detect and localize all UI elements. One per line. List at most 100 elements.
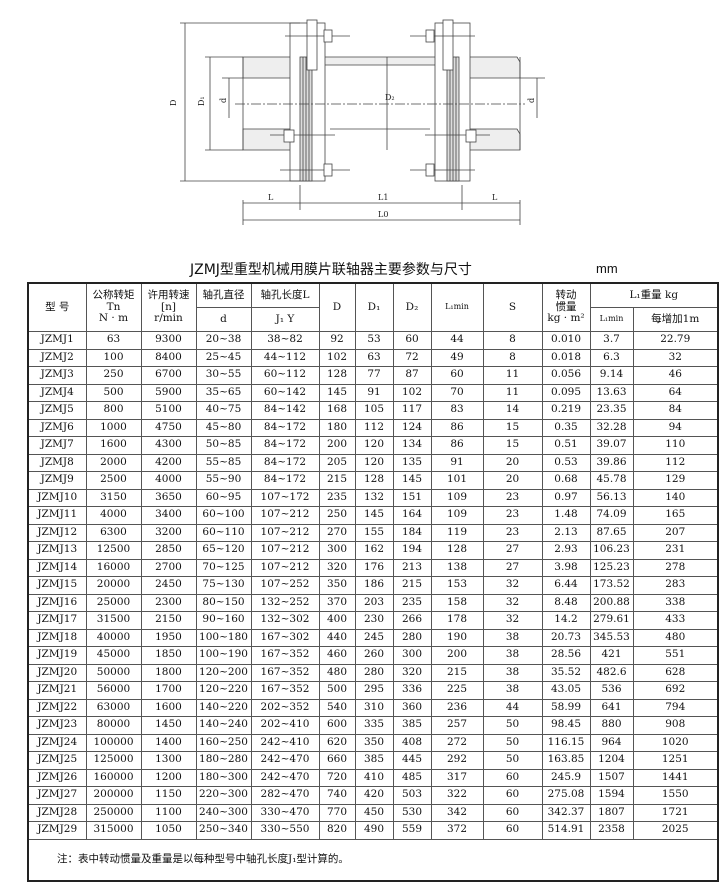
table-cell: 44 xyxy=(430,331,484,350)
table-cell: 176 xyxy=(354,558,394,577)
table-cell: 300 xyxy=(392,646,432,665)
table-cell: 1050 xyxy=(140,821,197,840)
table-cell: 173.52 xyxy=(589,576,634,595)
table-cell: 60 xyxy=(482,786,543,805)
table-cell: 5900 xyxy=(140,383,197,402)
table-cell: 4300 xyxy=(140,436,197,455)
table-cell: 3200 xyxy=(140,523,197,542)
table-cell: 80~150 xyxy=(195,593,252,612)
table-cell: 202~352 xyxy=(250,698,320,717)
table-cell: 1807 xyxy=(589,803,634,822)
table-cell: 72 xyxy=(392,348,432,367)
table-cell: 317 xyxy=(430,768,484,787)
table-cell: JZMJ23 xyxy=(27,716,87,735)
label-d-left: d xyxy=(219,98,228,103)
table-cell: 167~352 xyxy=(250,646,320,665)
table-cell: 270 xyxy=(318,523,356,542)
table-row: JZMJ8 2000 4200 55~85 84~172 205 120 135 91 20 0.5… xyxy=(27,453,719,472)
table-cell: 250000 xyxy=(85,803,142,822)
table-row: JZMJ14 16000 2700 70~125 107~212 320 176 213 138… xyxy=(27,558,719,577)
table-cell: 119 xyxy=(430,523,484,542)
coupling-drawing: D D₁ d D₂ d L L1 L L0 xyxy=(169,19,545,225)
table-cell: 64 xyxy=(632,383,719,402)
table-cell: 167~352 xyxy=(250,681,320,700)
table-cell: 372 xyxy=(430,821,484,840)
table-cell: 60 xyxy=(430,366,484,385)
table-row: JZMJ5 800 5100 40~75 84~142 168 105 117 83 14 0.21… xyxy=(27,401,719,420)
table-cell: 433 xyxy=(632,611,719,630)
header-speed: 许用转速 [n] r/min xyxy=(140,282,197,332)
table-row: JZMJ18 40000 1950 100~180 167~302 440 245 280 19… xyxy=(27,628,719,647)
table-row: JZMJ22 63000 1600 140~220 202~352 540 310 360 23… xyxy=(27,698,719,717)
table-cell: 740 xyxy=(318,786,356,805)
table-cell: 70 xyxy=(430,383,484,402)
table-cell: 60~100 xyxy=(195,506,252,525)
table-cell: 23 xyxy=(482,523,543,542)
table-cell: 400 xyxy=(318,611,356,630)
table-cell: 106.23 xyxy=(589,541,634,560)
table-cell: 44 xyxy=(482,698,543,717)
table-cell: 500 xyxy=(85,383,142,402)
table-cell: 45.78 xyxy=(589,471,634,490)
table-row: JZMJ24 100000 1400 160~250 242~410 620 350 408 2… xyxy=(27,733,719,752)
table-cell: 120~200 xyxy=(195,663,252,682)
table-note: 注：表中转动惯量及重量是以每种型号中轴孔长度J₁型计算的。 xyxy=(27,838,719,881)
table-cell: 245 xyxy=(354,628,394,647)
table-cell: JZMJ8 xyxy=(27,453,87,472)
table-cell: 485 xyxy=(392,768,432,787)
table-cell: 60 xyxy=(482,821,543,840)
table-cell: 482.6 xyxy=(589,663,634,682)
table-cell: JZMJ5 xyxy=(27,401,87,420)
table-cell: 370 xyxy=(318,593,356,612)
header-d: d xyxy=(195,307,252,332)
table-cell: 116.15 xyxy=(541,733,591,752)
table-cell: JZMJ10 xyxy=(27,488,87,507)
table-cell: 23 xyxy=(482,488,543,507)
table-cell: 292 xyxy=(430,751,484,770)
table-cell: 536 xyxy=(589,681,634,700)
table-cell: 2450 xyxy=(140,576,197,595)
table-cell: 13.63 xyxy=(589,383,634,402)
table-cell: 94 xyxy=(632,418,719,437)
table-cell: 158 xyxy=(430,593,484,612)
table-cell: 38 xyxy=(482,628,543,647)
table-cell: 480 xyxy=(318,663,356,682)
table-cell: 1.48 xyxy=(541,506,591,525)
table-cell: 60~142 xyxy=(250,383,320,402)
table-cell: 2.93 xyxy=(541,541,591,560)
table-cell: 2.13 xyxy=(541,523,591,542)
table-row: JZMJ27 200000 1150 220~300 282~470 740 420 503 3… xyxy=(27,786,719,805)
table-cell: 90~160 xyxy=(195,611,252,630)
table-cell: 135 xyxy=(392,453,432,472)
table-cell: 278 xyxy=(632,558,719,577)
label-D2: D₂ xyxy=(385,93,395,102)
table-cell: 84~172 xyxy=(250,436,320,455)
table-cell: 272 xyxy=(430,733,484,752)
table-cell: 145 xyxy=(392,471,432,490)
table-cell: 50 xyxy=(482,716,543,735)
table-cell: 160~250 xyxy=(195,733,252,752)
table-cell: 25000 xyxy=(85,593,142,612)
table-cell: 25~45 xyxy=(195,348,252,367)
table-row: JZMJ16 25000 2300 80~150 132~252 370 203 235 158… xyxy=(27,593,719,612)
table-row: JZMJ6 1000 4750 45~80 84~172 180 112 124 86 15 0.3… xyxy=(27,418,719,437)
table-cell: 250 xyxy=(318,506,356,525)
table-cell: JZMJ14 xyxy=(27,558,87,577)
table-cell: 1441 xyxy=(632,768,719,787)
table-cell: 421 xyxy=(589,646,634,665)
table-cell: 167~302 xyxy=(250,628,320,647)
table-cell: 310 xyxy=(354,698,394,717)
table-cell: 63 xyxy=(354,348,394,367)
table-cell: 282~470 xyxy=(250,786,320,805)
table-cell: 180~300 xyxy=(195,768,252,787)
table-cell: 110 xyxy=(632,436,719,455)
table-cell: 235 xyxy=(392,593,432,612)
table-cell: 320 xyxy=(392,663,432,682)
table-cell: 207 xyxy=(632,523,719,542)
table-cell: 280 xyxy=(392,628,432,647)
label-d-right: d xyxy=(527,98,536,103)
table-cell: 84~172 xyxy=(250,453,320,472)
table-cell: 84~142 xyxy=(250,401,320,420)
dimension-lines xyxy=(180,22,545,225)
table-cell: 231 xyxy=(632,541,719,560)
